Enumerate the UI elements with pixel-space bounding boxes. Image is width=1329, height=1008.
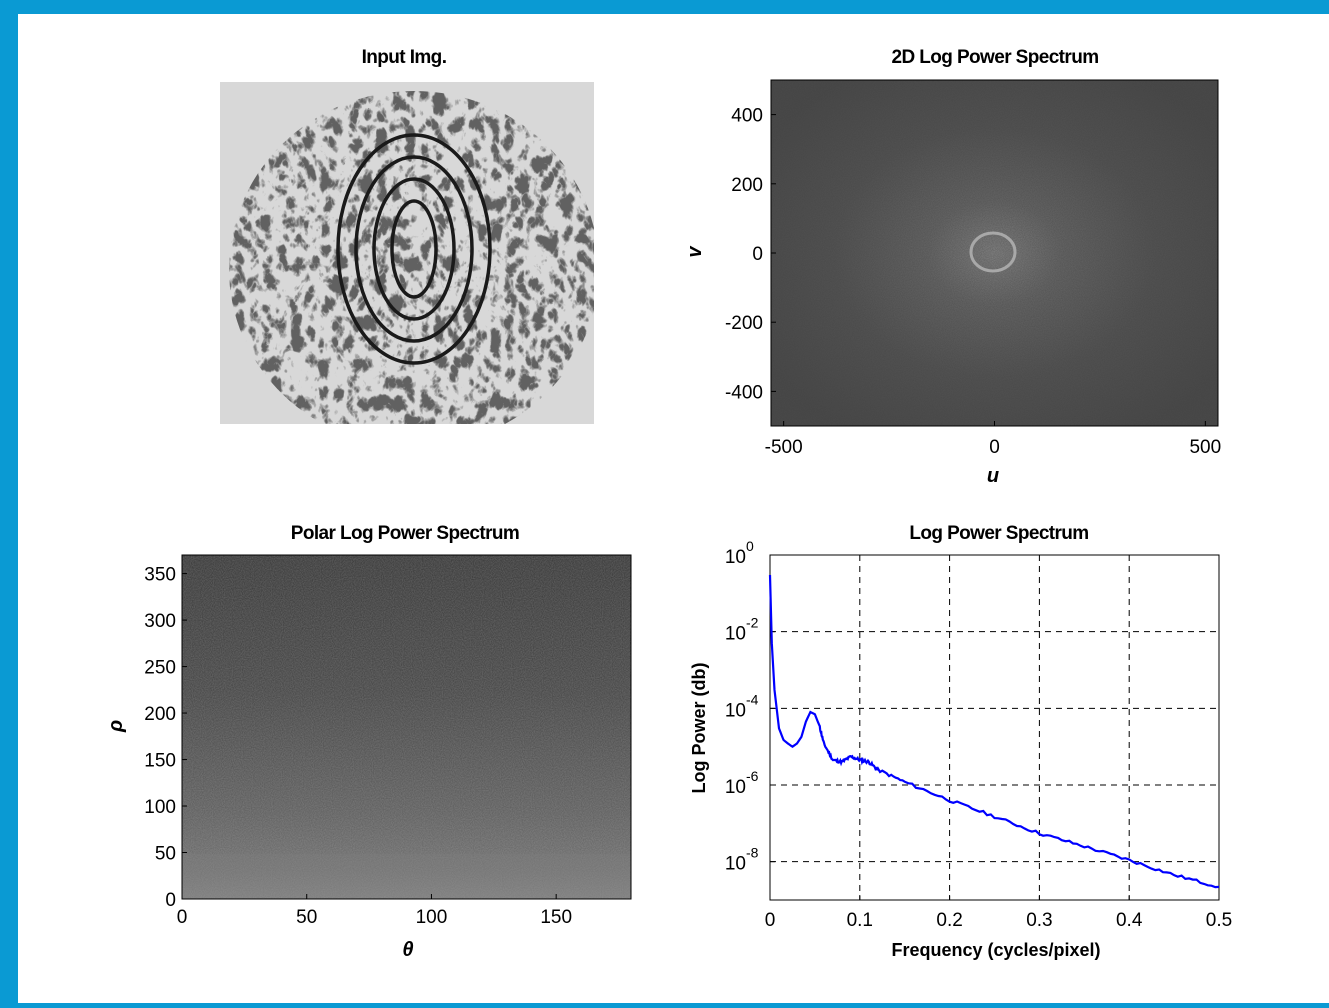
spectrum2d-ytick-label: -400 <box>725 382 763 403</box>
logpower-ytick-exponent: 0 <box>746 538 754 554</box>
spectrum2d-xtick-label: 500 <box>1189 437 1221 458</box>
logpower-ytick-label: 10-8 <box>725 845 759 875</box>
polar-noise <box>182 555 631 899</box>
spectrum2d-ytick-label: 200 <box>731 175 763 196</box>
logpower-xtick-label: 0.2 <box>936 910 962 931</box>
logpower-ytick-exponent: -4 <box>746 691 759 707</box>
polar-xtick-label: 100 <box>416 907 448 928</box>
logpower-ytick-label: 100 <box>725 538 754 568</box>
logpower-ytick-label: 10-2 <box>725 615 759 645</box>
fingerprint-ridges <box>229 91 594 424</box>
input-image-panel: Input Img. <box>220 47 594 424</box>
spectrum2d-xlabel: u <box>987 465 999 487</box>
spectrum2d-ytick-label: 0 <box>752 244 763 265</box>
logpower-axes-box <box>769 554 1220 901</box>
polar-ytick-label: 150 <box>144 751 176 772</box>
logpower-ytick-label: 10-4 <box>725 691 759 721</box>
input-image-title: Input Img. <box>362 47 447 68</box>
logpower-ytick-label: 10-6 <box>725 768 759 798</box>
logpower-xtick-label: 0 <box>765 910 776 931</box>
figure: Input Img. 2D Log Power Spectrum -500 0 50… <box>18 14 1329 1003</box>
spectrum2d-xtick-label: 0 <box>989 437 1000 458</box>
logpower-xtick-label: 0.3 <box>1026 910 1052 931</box>
polar-ylabel: ρ <box>105 720 127 733</box>
logpower-ytick-base: 10 <box>725 700 746 721</box>
logpower-ylabel: Log Power (db) <box>689 663 709 794</box>
polar-xtick-label: 150 <box>540 907 572 928</box>
polar-ytick-label: 0 <box>165 890 176 911</box>
logpower-xtick-label: 0.4 <box>1116 910 1143 931</box>
logpower-ytick-base: 10 <box>725 547 746 568</box>
logpower-panel: Log Power Spectrum 0 0.1 0.2 0.3 0.4 0.510010… <box>689 523 1232 960</box>
logpower-ytick-exponent: -6 <box>746 768 759 784</box>
polar-ytick-label: 250 <box>144 658 176 679</box>
polar-ytick-label: 300 <box>144 611 176 632</box>
spectrum2d-ytick-label: 400 <box>731 106 763 127</box>
logpower-xlabel: Frequency (cycles/pixel) <box>891 940 1100 960</box>
spectrum2d-ticks: -500 0 500 400 200 0 -200 -400 <box>725 106 1221 458</box>
polar-xlabel: θ <box>402 939 413 961</box>
logpower-ytick-base: 10 <box>725 624 746 645</box>
spectrum2d-panel: 2D Log Power Spectrum -500 0 500 400 200 0 -20… <box>684 47 1221 487</box>
spectrum2d-noise <box>771 80 1218 426</box>
polar-xtick-label: 50 <box>296 907 317 928</box>
logpower-ytick-base: 10 <box>725 854 746 875</box>
logpower-xtick-label: 0.5 <box>1206 910 1232 931</box>
logpower-series-line <box>768 574 1220 889</box>
polar-panel: Polar Log Power Spectrum 0 50 100 150 350 300… <box>105 523 632 961</box>
logpower-title: Log Power Spectrum <box>909 523 1088 544</box>
spectrum2d-xtick-label: -500 <box>765 437 803 458</box>
spectrum2d-ytick-label: -200 <box>725 313 763 334</box>
fingerprint-core-loops <box>336 133 492 365</box>
logpower-ytick-exponent: -8 <box>746 845 759 861</box>
logpower-ytick-exponent: -2 <box>746 615 759 631</box>
polar-low-band <box>182 854 631 899</box>
figure-svg: Input Img. 2D Log Power Spectrum -500 0 50… <box>105 47 1232 961</box>
polar-ytick-label: 50 <box>155 844 176 865</box>
polar-xtick-label: 0 <box>177 907 188 928</box>
logpower-xtick-label: 0.1 <box>847 910 873 931</box>
logpower-grid <box>770 555 1219 900</box>
polar-ytick-label: 100 <box>144 797 176 818</box>
polar-ticks: 0 50 100 150 350 300 250 200 150 100 50 0 <box>144 565 572 928</box>
polar-axes-box <box>181 554 632 900</box>
spectrum2d-ring <box>969 231 1017 273</box>
spectrum2d-title: 2D Log Power Spectrum <box>892 47 1099 68</box>
polar-ytick-label: 200 <box>144 704 176 725</box>
polar-ytick-label: 350 <box>144 565 176 586</box>
spectrum2d-ylabel: v <box>684 245 706 258</box>
polar-title: Polar Log Power Spectrum <box>291 523 519 544</box>
logpower-ytick-base: 10 <box>725 777 746 798</box>
